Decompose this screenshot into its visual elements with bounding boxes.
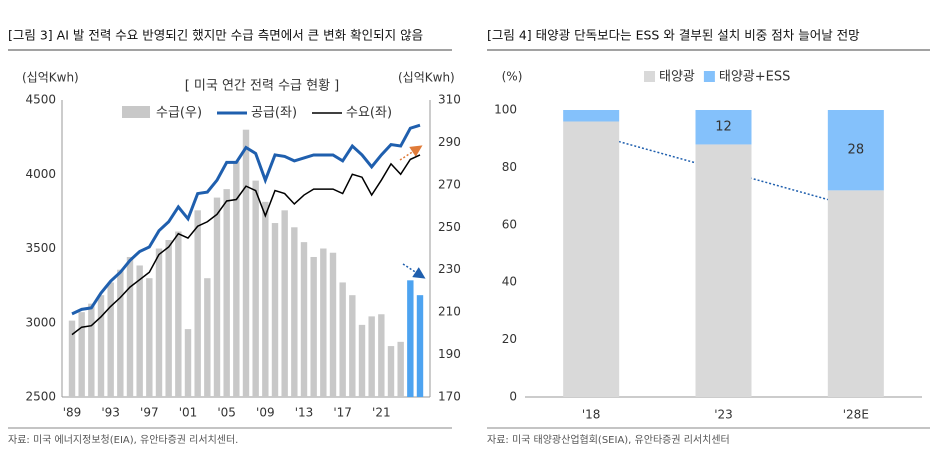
bar <box>320 248 327 397</box>
bar <box>329 252 337 397</box>
bar <box>233 161 240 397</box>
y-axis-label: (십억Kwh) <box>22 71 79 85</box>
y-tick-label: 60 <box>502 217 517 231</box>
bar <box>358 324 366 397</box>
y-axis-label: (%) <box>502 70 523 84</box>
x-tick-label: '93 <box>101 406 120 420</box>
bar <box>117 269 124 397</box>
y2-tick-label: 170 <box>438 390 461 404</box>
legend-label: 공급(좌) <box>251 106 297 121</box>
y-tick-label: 3500 <box>25 241 56 255</box>
y-tick-label: 2500 <box>25 390 56 404</box>
arrow <box>402 263 426 279</box>
x-tick-label: '21 <box>372 406 391 420</box>
x-tick-label: '97 <box>140 406 159 420</box>
bar <box>387 346 395 397</box>
bar <box>126 256 134 397</box>
y-tick-label: 4500 <box>25 93 56 107</box>
bar <box>194 210 201 397</box>
legend-swatch <box>644 71 655 82</box>
y2-tick-label: 250 <box>438 220 461 234</box>
y-tick-label: 4000 <box>25 167 56 181</box>
y2-tick-label: 230 <box>438 262 461 276</box>
bar <box>397 341 404 397</box>
x-tick-label: '23 <box>714 408 733 422</box>
legend-label: 수급(우) <box>156 106 202 121</box>
bar <box>184 329 192 397</box>
y2-axis-label: (십억Kwh) <box>398 71 455 85</box>
bar <box>107 282 114 397</box>
bar-segment <box>695 110 752 145</box>
bar <box>378 314 385 397</box>
bar <box>271 223 279 397</box>
bar <box>136 265 143 397</box>
y-tick-label: 3000 <box>25 315 56 329</box>
bar <box>223 189 230 397</box>
x-tick-label: '28E <box>843 408 869 422</box>
x-tick-label: '05 <box>217 406 236 420</box>
source: 자료: 미국 태양광산업협회(SEIA), 유안타증권 리서치센터 <box>487 433 730 446</box>
x-tick-label: '09 <box>256 406 275 420</box>
legend-label: 수요(좌) <box>346 106 392 121</box>
y-tick-label: 0 <box>509 390 517 404</box>
y2-tick-label: 290 <box>438 135 461 149</box>
x-tick-label: '13 <box>295 406 314 420</box>
subtitle: [ 미국 연간 전력 수급 현황 ] <box>185 79 340 94</box>
chart-title: [그림 4] 태양광 단독보다는 ESS 와 결부된 설치 비중 점차 늘어날 … <box>487 28 860 43</box>
legend-swatch <box>122 106 150 118</box>
y-tick-label: 20 <box>502 332 517 346</box>
value-label: 12 <box>715 120 732 135</box>
bar <box>175 231 182 397</box>
y2-tick-label: 210 <box>438 305 461 319</box>
bar-segment <box>563 110 620 122</box>
bar <box>300 242 308 397</box>
bar <box>310 256 317 397</box>
bar <box>204 278 211 397</box>
bar-segment <box>827 110 884 191</box>
bar <box>368 316 375 397</box>
x-tick-label: '89 <box>63 406 82 420</box>
legend-label: 태양광 <box>659 70 695 85</box>
bar-segment <box>827 190 884 397</box>
y2-tick-label: 310 <box>438 93 461 107</box>
y-tick-label: 40 <box>502 275 517 289</box>
legend-swatch <box>703 71 715 82</box>
x-tick-label: '01 <box>179 406 198 420</box>
line <box>71 154 421 336</box>
bar <box>252 180 259 397</box>
bar <box>78 312 85 397</box>
source: 자료: 미국 에너지정보청(EIA), 유안타증권 리서치센터. <box>8 434 238 446</box>
bar <box>262 201 269 397</box>
legend-label: 태양광+ESS <box>719 70 791 85</box>
bar <box>407 280 414 397</box>
value-label: 28 <box>848 143 865 158</box>
bar <box>242 129 250 397</box>
bar <box>155 248 163 397</box>
bar <box>97 295 105 397</box>
chart-title: [그림 3] AI 발 전력 수요 반영되긴 했지만 수급 측면에서 큰 변화 … <box>8 28 423 43</box>
y2-tick-label: 190 <box>438 347 461 361</box>
x-tick-label: '18 <box>582 408 601 422</box>
bar <box>281 210 288 397</box>
bar <box>339 282 346 397</box>
y2-tick-label: 270 <box>438 177 461 191</box>
bar <box>68 320 76 397</box>
line <box>71 123 421 316</box>
x-tick-label: '17 <box>333 406 352 420</box>
arrow <box>399 145 423 161</box>
bar <box>165 240 172 397</box>
bar <box>213 197 221 397</box>
y-tick-label: 100 <box>494 103 517 117</box>
bar-segment <box>695 144 752 397</box>
bar <box>291 227 298 397</box>
arrow <box>587 132 865 213</box>
bar <box>146 278 153 397</box>
bar-segment <box>563 121 620 397</box>
y-tick-label: 80 <box>502 160 517 174</box>
bar <box>416 295 424 397</box>
bar <box>349 295 356 397</box>
bar <box>88 303 95 397</box>
